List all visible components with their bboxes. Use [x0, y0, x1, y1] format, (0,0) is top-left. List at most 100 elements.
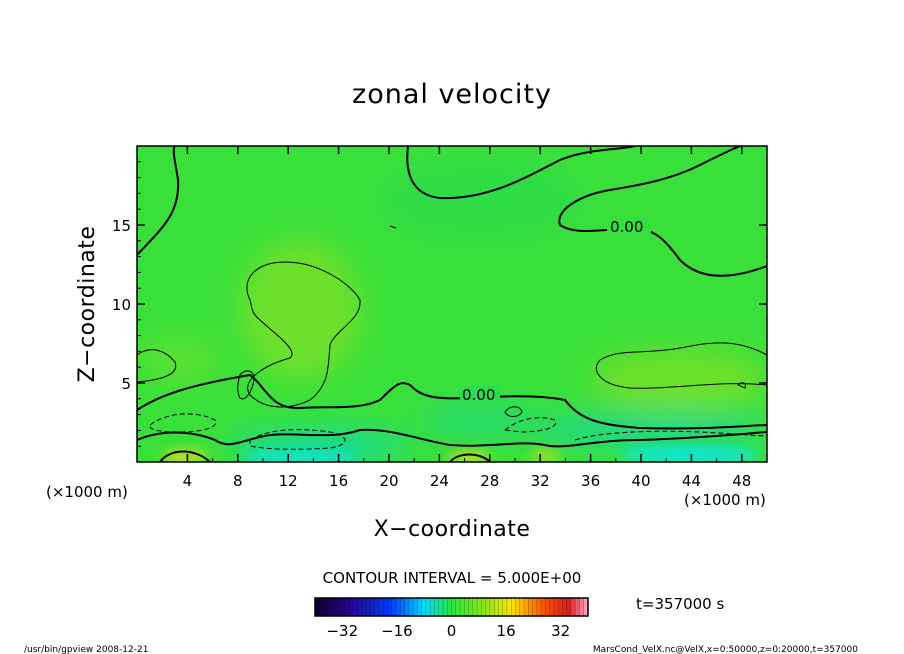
colorbar-cell	[489, 598, 495, 616]
colorbar-cell	[400, 598, 406, 616]
colorbar-cell	[549, 598, 555, 616]
colorbar-cell	[455, 598, 461, 616]
colorbar-cell	[579, 598, 585, 616]
colorbar-cell	[357, 598, 363, 616]
colorbar-cell	[498, 598, 504, 616]
colorbar-cell	[396, 598, 401, 616]
contour-zero-upper	[558, 146, 767, 277]
colorbar-cell	[391, 598, 397, 616]
colorbar-cell	[413, 598, 418, 616]
colorbar-cell	[417, 598, 423, 616]
colorbar-cell	[374, 598, 380, 616]
x-unit-right: (×1000 m)	[684, 491, 766, 509]
field-patch	[140, 340, 220, 380]
field-patch	[240, 240, 360, 380]
colorbar-cell	[575, 598, 580, 616]
y-axis-label: Z−coordinate	[75, 226, 100, 383]
colorbar-cell	[545, 598, 551, 616]
contour-small	[737, 382, 746, 389]
colorbar-cell	[519, 598, 525, 616]
contour-label-bg	[607, 218, 651, 235]
colorbar-cell	[451, 598, 457, 616]
colorbar-cell	[460, 598, 465, 616]
colorbar-cell	[558, 598, 563, 616]
colorbar-cell	[340, 598, 346, 616]
colorbar-cell	[404, 598, 410, 616]
field-patch	[420, 406, 540, 434]
field-patch	[620, 445, 760, 462]
contour-negative	[503, 417, 557, 433]
colorbar-cell	[481, 598, 487, 616]
colorbar-cell	[315, 598, 320, 616]
y-tick-label: 5	[121, 375, 131, 393]
colorbar-cell	[430, 598, 435, 616]
colorbar-cell	[442, 598, 448, 616]
colorbar-tick-label: 32	[551, 622, 570, 640]
colorbar-cell	[468, 598, 474, 616]
x-tick-label: 36	[581, 472, 600, 490]
colorbar-cell	[536, 598, 542, 616]
colorbar-cell	[370, 598, 376, 616]
colorbar-cell	[421, 598, 427, 616]
colorbar-cell	[425, 598, 431, 616]
colorbar-cell	[332, 598, 337, 616]
footer-right: MarsCond_VelX.nc@VelX,x=0:50000,z=0:2000…	[593, 645, 858, 654]
colorbar-frame	[314, 597, 589, 617]
contour-zero-lower	[137, 428, 767, 448]
colorbar-cell	[524, 598, 529, 616]
contour-label: 0.00	[462, 386, 495, 404]
x-axis-label: X−coordinate	[374, 517, 531, 542]
plot-area	[137, 146, 767, 462]
x-tick-label: 24	[430, 472, 449, 490]
colorbar-tick-label: 16	[497, 622, 516, 640]
colorbar-cell	[570, 598, 576, 616]
colorbar-cell	[511, 598, 516, 616]
colorbar-cell	[323, 598, 329, 616]
field-patch	[380, 160, 580, 240]
x-tick-label: 12	[279, 472, 298, 490]
contour-zero-upper	[406, 146, 636, 200]
colorbar-cell	[387, 598, 393, 616]
colorbar-cell	[378, 598, 384, 616]
colorbar-cell	[353, 598, 359, 616]
contour-label-bg	[460, 386, 500, 403]
colorbar-cell	[344, 598, 350, 616]
colorbar-cell	[472, 598, 478, 616]
colorbar-cell	[349, 598, 354, 616]
contour-negative	[574, 430, 767, 441]
contour-label: 0.00	[610, 218, 643, 236]
colorbar-cell	[506, 598, 512, 616]
field-patch	[240, 449, 360, 462]
field-patch	[590, 350, 767, 410]
contour-negative	[249, 429, 346, 450]
colorbar-cell	[438, 598, 444, 616]
colorbar-cell	[494, 598, 499, 616]
colorbar-cell	[408, 598, 414, 616]
contour-positive-base	[159, 450, 211, 462]
colorbar-cell	[541, 598, 546, 616]
colorbar-tick-label: −16	[381, 622, 413, 640]
colorbar-tick-label: 0	[447, 622, 457, 640]
contour-small	[237, 370, 255, 400]
field-patch	[529, 449, 561, 462]
x-tick-label: 44	[682, 472, 701, 490]
colorbar-cell	[583, 598, 589, 616]
x-tick-label: 40	[631, 472, 650, 490]
contour-zero-lower	[137, 373, 767, 430]
contour-positive-base	[449, 453, 491, 462]
x-tick-label: 4	[183, 472, 193, 490]
colorbar-cell	[336, 598, 342, 616]
colorbar-cell	[383, 598, 389, 616]
field-patch	[448, 451, 492, 462]
x-tick-label: 16	[329, 472, 348, 490]
contour-positive	[595, 342, 767, 389]
colorbar-cell	[562, 598, 568, 616]
contour-positive	[137, 349, 177, 383]
colorbar-cell	[361, 598, 367, 616]
x-tick-label: 8	[233, 472, 243, 490]
colorbar-cell	[502, 598, 508, 616]
footer-left: /usr/bin/gpview 2008-12-21	[24, 645, 148, 654]
contour-negative	[149, 413, 217, 433]
x-unit-left: (×1000 m)	[46, 483, 128, 501]
